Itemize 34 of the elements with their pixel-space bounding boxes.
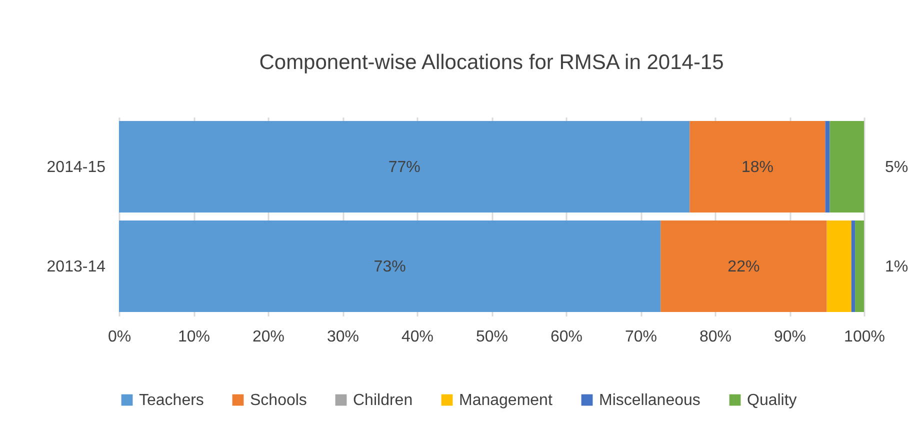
data-label: 77% — [388, 158, 420, 176]
y-tick-label: 2013-14 — [46, 258, 106, 276]
data-label: 1% — [885, 258, 908, 276]
bar — [119, 220, 661, 312]
data-label: 5% — [885, 158, 908, 176]
legend-label: Quality — [747, 392, 797, 409]
data-label: 22% — [728, 258, 760, 276]
x-tick-label: 80% — [699, 328, 732, 346]
bar — [826, 220, 852, 312]
legend-label: Miscellaneous — [599, 392, 700, 409]
bar — [855, 220, 864, 312]
bar — [830, 120, 864, 213]
y-tick-label: 2014-15 — [46, 158, 106, 176]
bar — [119, 120, 690, 213]
bar — [851, 220, 856, 312]
x-tick-label: 20% — [252, 328, 285, 346]
data-label: 18% — [741, 158, 774, 176]
x-tick-label: 0% — [108, 328, 132, 346]
legend-label: Schools — [250, 392, 307, 409]
x-tick-label: 60% — [550, 328, 583, 346]
data-label: 73% — [374, 258, 406, 276]
x-tick-label: 10% — [178, 328, 210, 346]
x-tick-label: 50% — [476, 328, 508, 346]
x-tick-label: 40% — [401, 328, 434, 346]
legend-label: Management — [459, 392, 553, 409]
bar — [690, 120, 826, 213]
chart-title: Component-wise Allocations for RMSA in 2014-15 — [259, 51, 724, 74]
legend-label: Children — [353, 392, 413, 409]
x-tick-label: 100% — [844, 328, 885, 346]
bar — [660, 220, 827, 312]
x-tick-label: 30% — [326, 328, 360, 346]
x-tick-label: 90% — [774, 328, 806, 346]
legend-label: Teachers — [139, 392, 204, 409]
x-tick-label: 70% — [624, 328, 658, 346]
